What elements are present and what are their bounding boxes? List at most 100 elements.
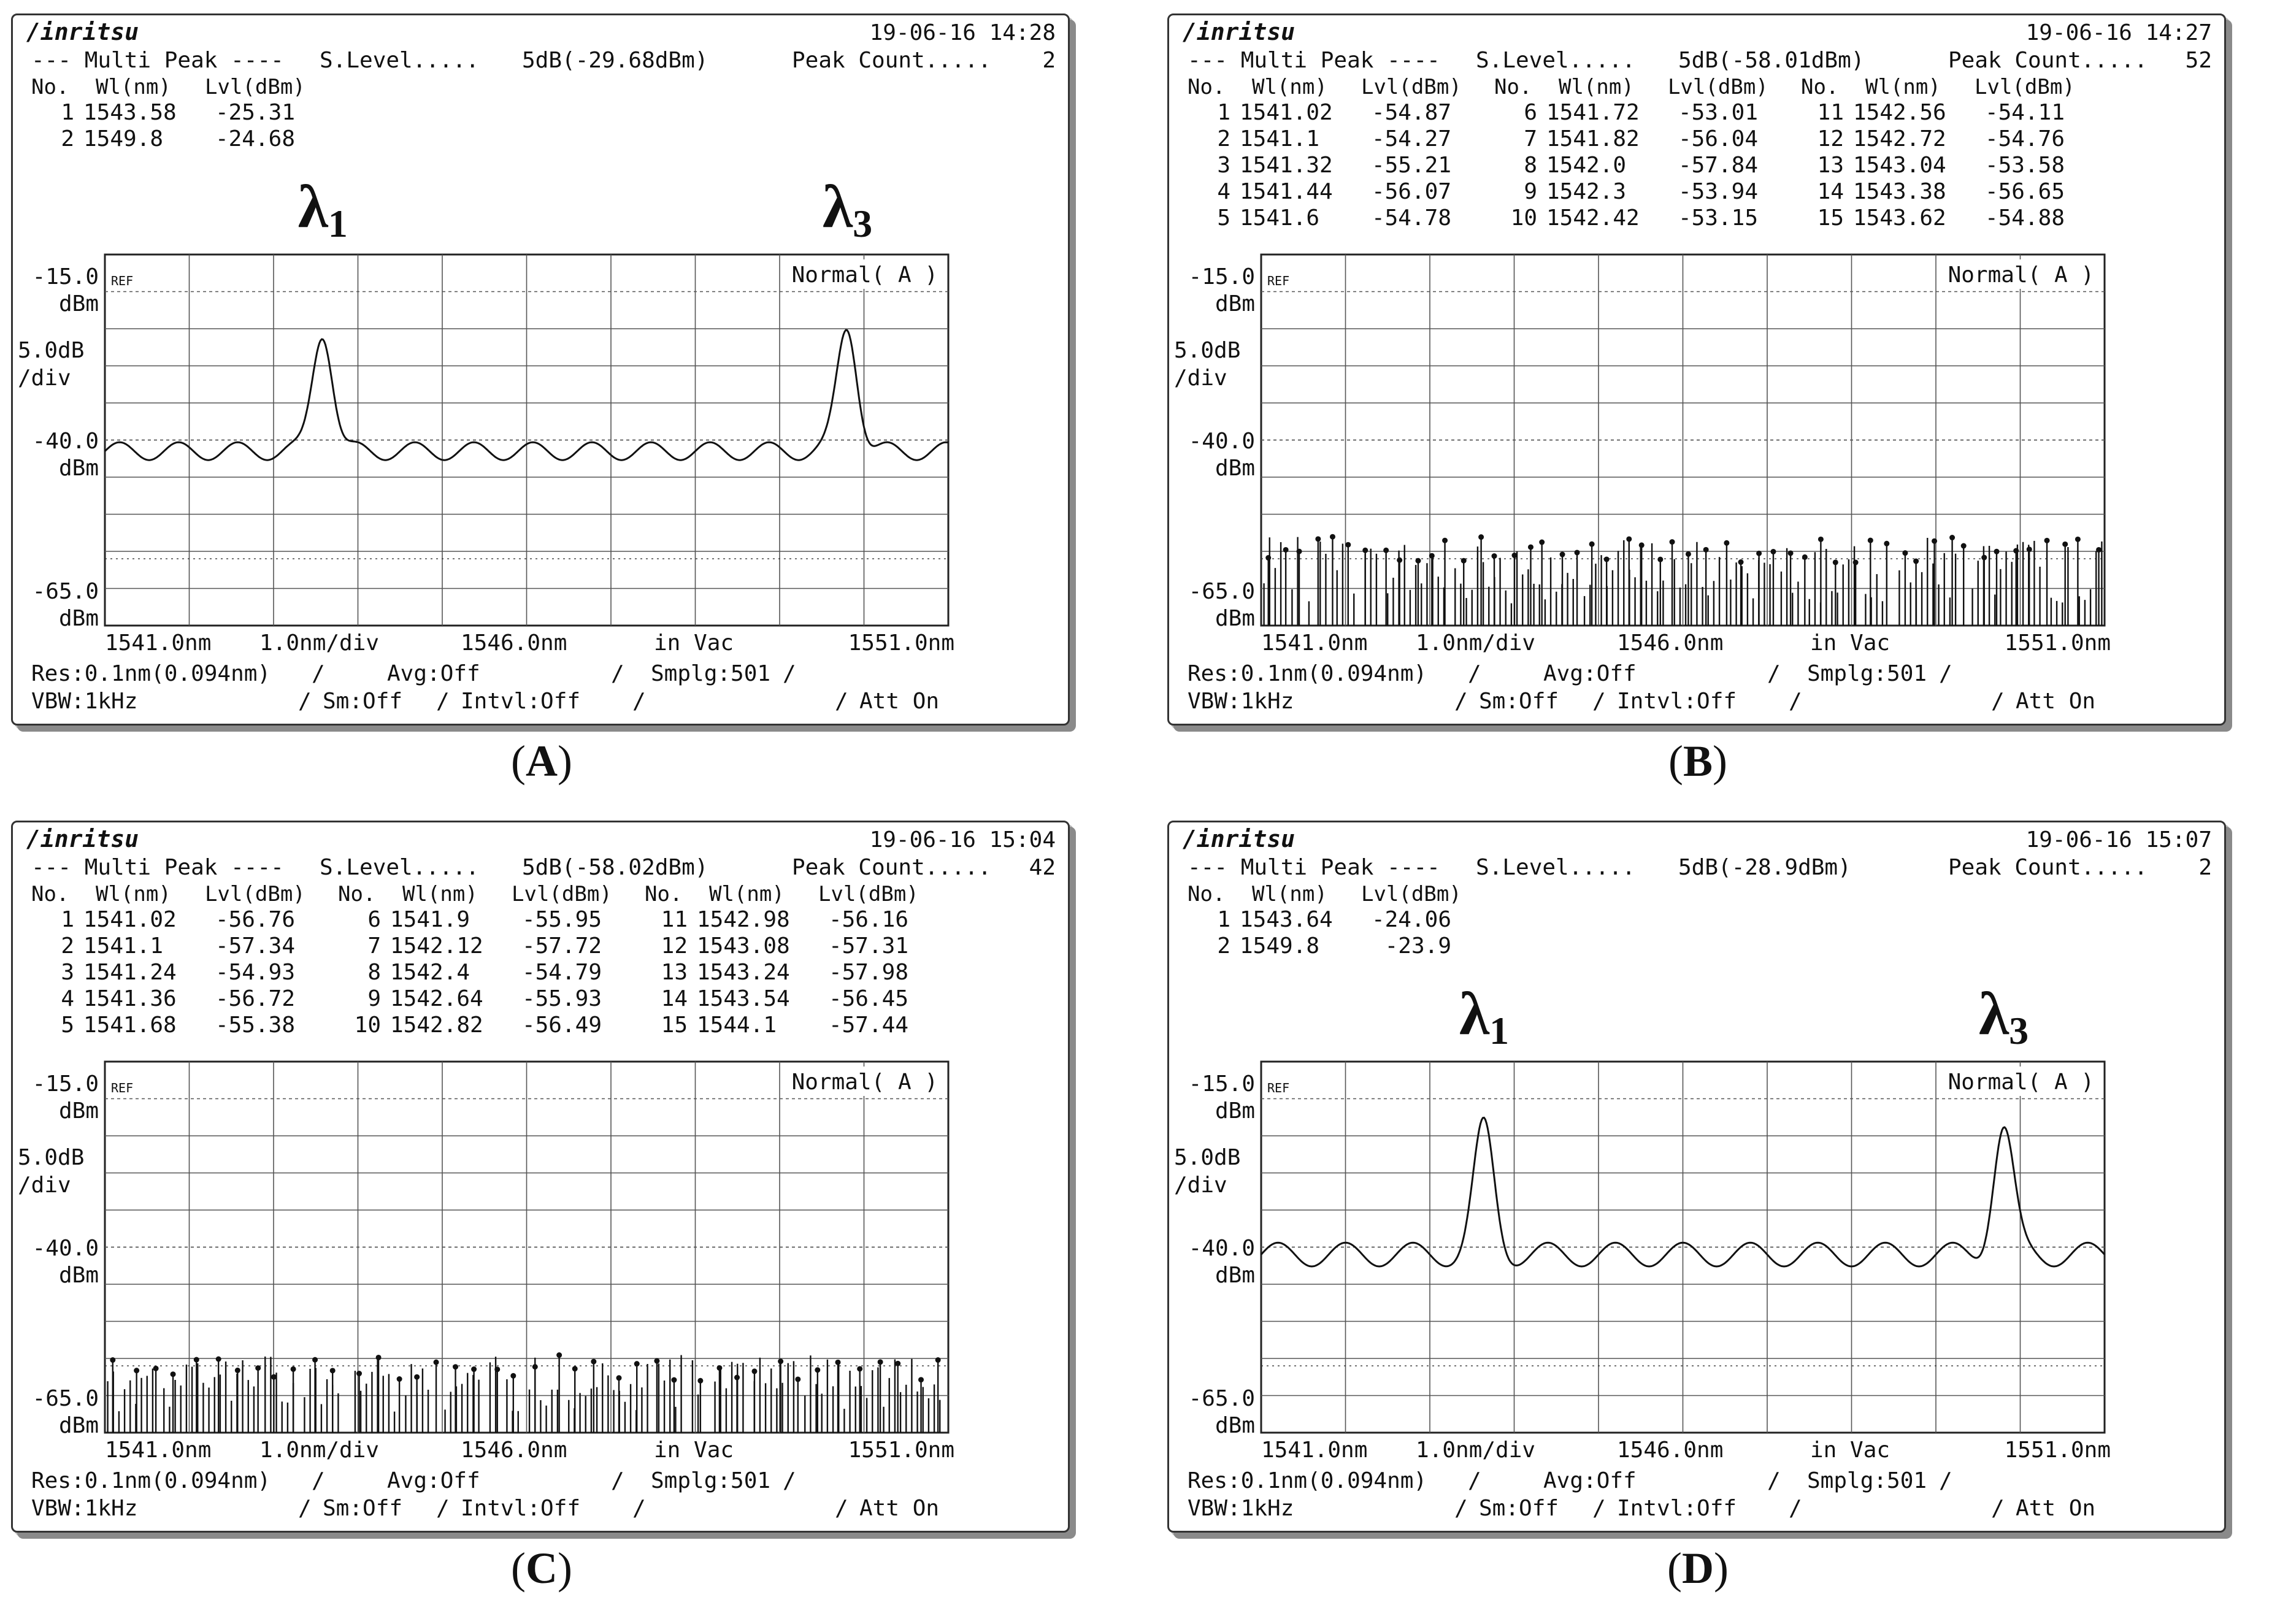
peak-marker — [918, 1377, 924, 1383]
table-header: Wl(nm) — [96, 882, 171, 906]
vbw-status: VBW:1kHz — [1188, 1496, 1294, 1521]
peak-marker — [556, 1352, 562, 1358]
peak-wl-cell: 1543.04 — [1853, 153, 1946, 178]
peak-no-cell: 2 — [1217, 933, 1230, 959]
y-mid-value: -40.0 — [33, 429, 99, 454]
y-mid-unit: dBm — [59, 1263, 99, 1288]
table-header: Lvl(dBm) — [818, 882, 919, 906]
peak-marker — [835, 1359, 841, 1365]
peak-marker — [1574, 550, 1580, 556]
table-header: Wl(nm) — [1252, 882, 1327, 906]
x-medium-label: in Vac — [654, 1438, 734, 1463]
peak-wl-cell: 1541.68 — [83, 1013, 177, 1038]
x-center-label: 1546.0nm — [1617, 1438, 1723, 1463]
osa-panel-a: /inritsu 19-06-16 14:28 --- Multi Peak -… — [11, 13, 1072, 786]
peak-no-cell: 7 — [367, 933, 381, 959]
table-header: Wl(nm) — [402, 882, 478, 906]
table-header: No. — [1494, 75, 1532, 99]
table-header: Lvl(dBm) — [512, 882, 612, 906]
peak-count-label: Peak Count..... — [1948, 48, 2148, 73]
status-footer: Res:0.1nm(0.094nm) / Avg:Off / Smplg:501… — [1188, 661, 2095, 714]
table-header: No. — [1188, 882, 1225, 906]
y-mid-unit: dBm — [59, 456, 99, 481]
peak-no-cell: 14 — [1817, 179, 1844, 204]
spectrum-trace — [1260, 1116, 2106, 1268]
table-header: Lvl(dBm) — [205, 75, 305, 99]
peak-marker — [396, 1376, 402, 1382]
peak-no-cell: 8 — [1524, 153, 1537, 178]
peak-wl-cell: 1549.8 — [83, 126, 163, 151]
status-separator: / — [632, 1496, 646, 1521]
table-header: Lvl(dBm) — [1361, 882, 1462, 906]
table-header: No. — [645, 882, 682, 906]
y-ref-value: -15.0 — [33, 264, 99, 289]
peak-count-value: 42 — [1029, 855, 1056, 880]
table-header: Lvl(dBm) — [1975, 75, 2075, 99]
peak-marker — [1902, 550, 1908, 556]
res-status: Res:0.1nm(0.094nm) — [31, 661, 271, 686]
peak-lvl-cell: -57.31 — [829, 933, 908, 959]
spectrum-plot: REF Normal( A ) -15.0 dBm 5.0dB /div -40… — [1174, 253, 2111, 656]
status-separator: / — [436, 689, 450, 714]
peak-no-cell: 9 — [367, 986, 381, 1011]
peak-no-cell: 7 — [1524, 126, 1537, 151]
peak-count-value: 2 — [2198, 855, 2212, 880]
peak-marker — [572, 1366, 578, 1372]
slevel-label: S.Level..... — [1476, 48, 1635, 73]
spectrum-trace — [104, 329, 949, 461]
spectrum-trace — [1263, 534, 2103, 626]
status-separator: / — [783, 1468, 796, 1493]
peak-no-cell: 2 — [61, 126, 74, 151]
peak-wl-cell: 1542.72 — [1853, 126, 1946, 151]
peak-count-label: Peak Count..... — [1948, 855, 2148, 880]
peak-no-cell: 1 — [1217, 100, 1230, 125]
peak-wl-cell: 1543.24 — [697, 960, 790, 985]
table-header: Lvl(dBm) — [205, 882, 305, 906]
status-separator: / — [835, 689, 848, 714]
y-low-unit: dBm — [59, 606, 99, 631]
status-separator: / — [1468, 661, 1481, 686]
x-center-label: 1546.0nm — [461, 1438, 567, 1463]
sm-status: Sm:Off — [323, 1496, 402, 1521]
peak-marker — [494, 1366, 501, 1373]
table-header: Wl(nm) — [1559, 75, 1634, 99]
table-header: No. — [1188, 75, 1225, 99]
peak-lvl-cell: -56.16 — [829, 907, 908, 932]
peak-count-value: 52 — [2186, 48, 2212, 73]
y-scale-value: 5.0dB — [1174, 338, 1240, 363]
peak-marker — [1867, 537, 1873, 543]
peak-wl-cell: 1541.1 — [83, 933, 163, 959]
peak-no-cell: 2 — [1217, 126, 1230, 151]
y-mid-unit: dBm — [1215, 1263, 1255, 1288]
slevel-value: 5dB(-58.02dBm) — [522, 855, 708, 880]
smplg-status: Smplg:501 — [651, 661, 770, 686]
smplg-status: Smplg:501 — [1807, 661, 1927, 686]
table-header: Wl(nm) — [96, 75, 171, 99]
sm-status: Sm:Off — [323, 689, 402, 714]
peak-marker — [134, 1368, 140, 1374]
y-ref-value: -15.0 — [33, 1071, 99, 1097]
y-low-value: -65.0 — [1189, 1386, 1255, 1411]
x-start-label: 1541.0nm — [1261, 630, 1367, 656]
y-low-value: -65.0 — [33, 1386, 99, 1411]
vbw-status: VBW:1kHz — [31, 1496, 137, 1521]
peak-lvl-cell: -56.07 — [1372, 179, 1451, 204]
status-separator: / — [1939, 1468, 1952, 1493]
peak-marker — [2062, 541, 2068, 547]
lambda-label-1: λ1 — [298, 172, 348, 245]
peak-marker — [1669, 539, 1675, 545]
peak-no-cell: 15 — [1817, 205, 1844, 231]
peak-marker — [532, 1364, 538, 1370]
table-header: Lvl(dBm) — [1668, 75, 1768, 99]
peak-marker — [895, 1360, 901, 1366]
peak-lvl-cell: -23.9 — [1385, 933, 1451, 959]
ref-tag: REF — [111, 1081, 133, 1095]
table-header: No. — [1801, 75, 1838, 99]
peak-no-cell: 8 — [367, 960, 381, 985]
att-status: Att On — [2016, 689, 2095, 714]
peak-lvl-cell: -53.94 — [1678, 179, 1758, 204]
osa-display: /inritsu 19-06-16 14:28 --- Multi Peak -… — [18, 18, 1056, 714]
peak-marker — [1932, 538, 1938, 544]
osa-screen: /inritsu 19-06-16 15:04 --- Multi Peak -… — [11, 821, 1070, 1533]
peak-marker — [716, 1365, 723, 1371]
